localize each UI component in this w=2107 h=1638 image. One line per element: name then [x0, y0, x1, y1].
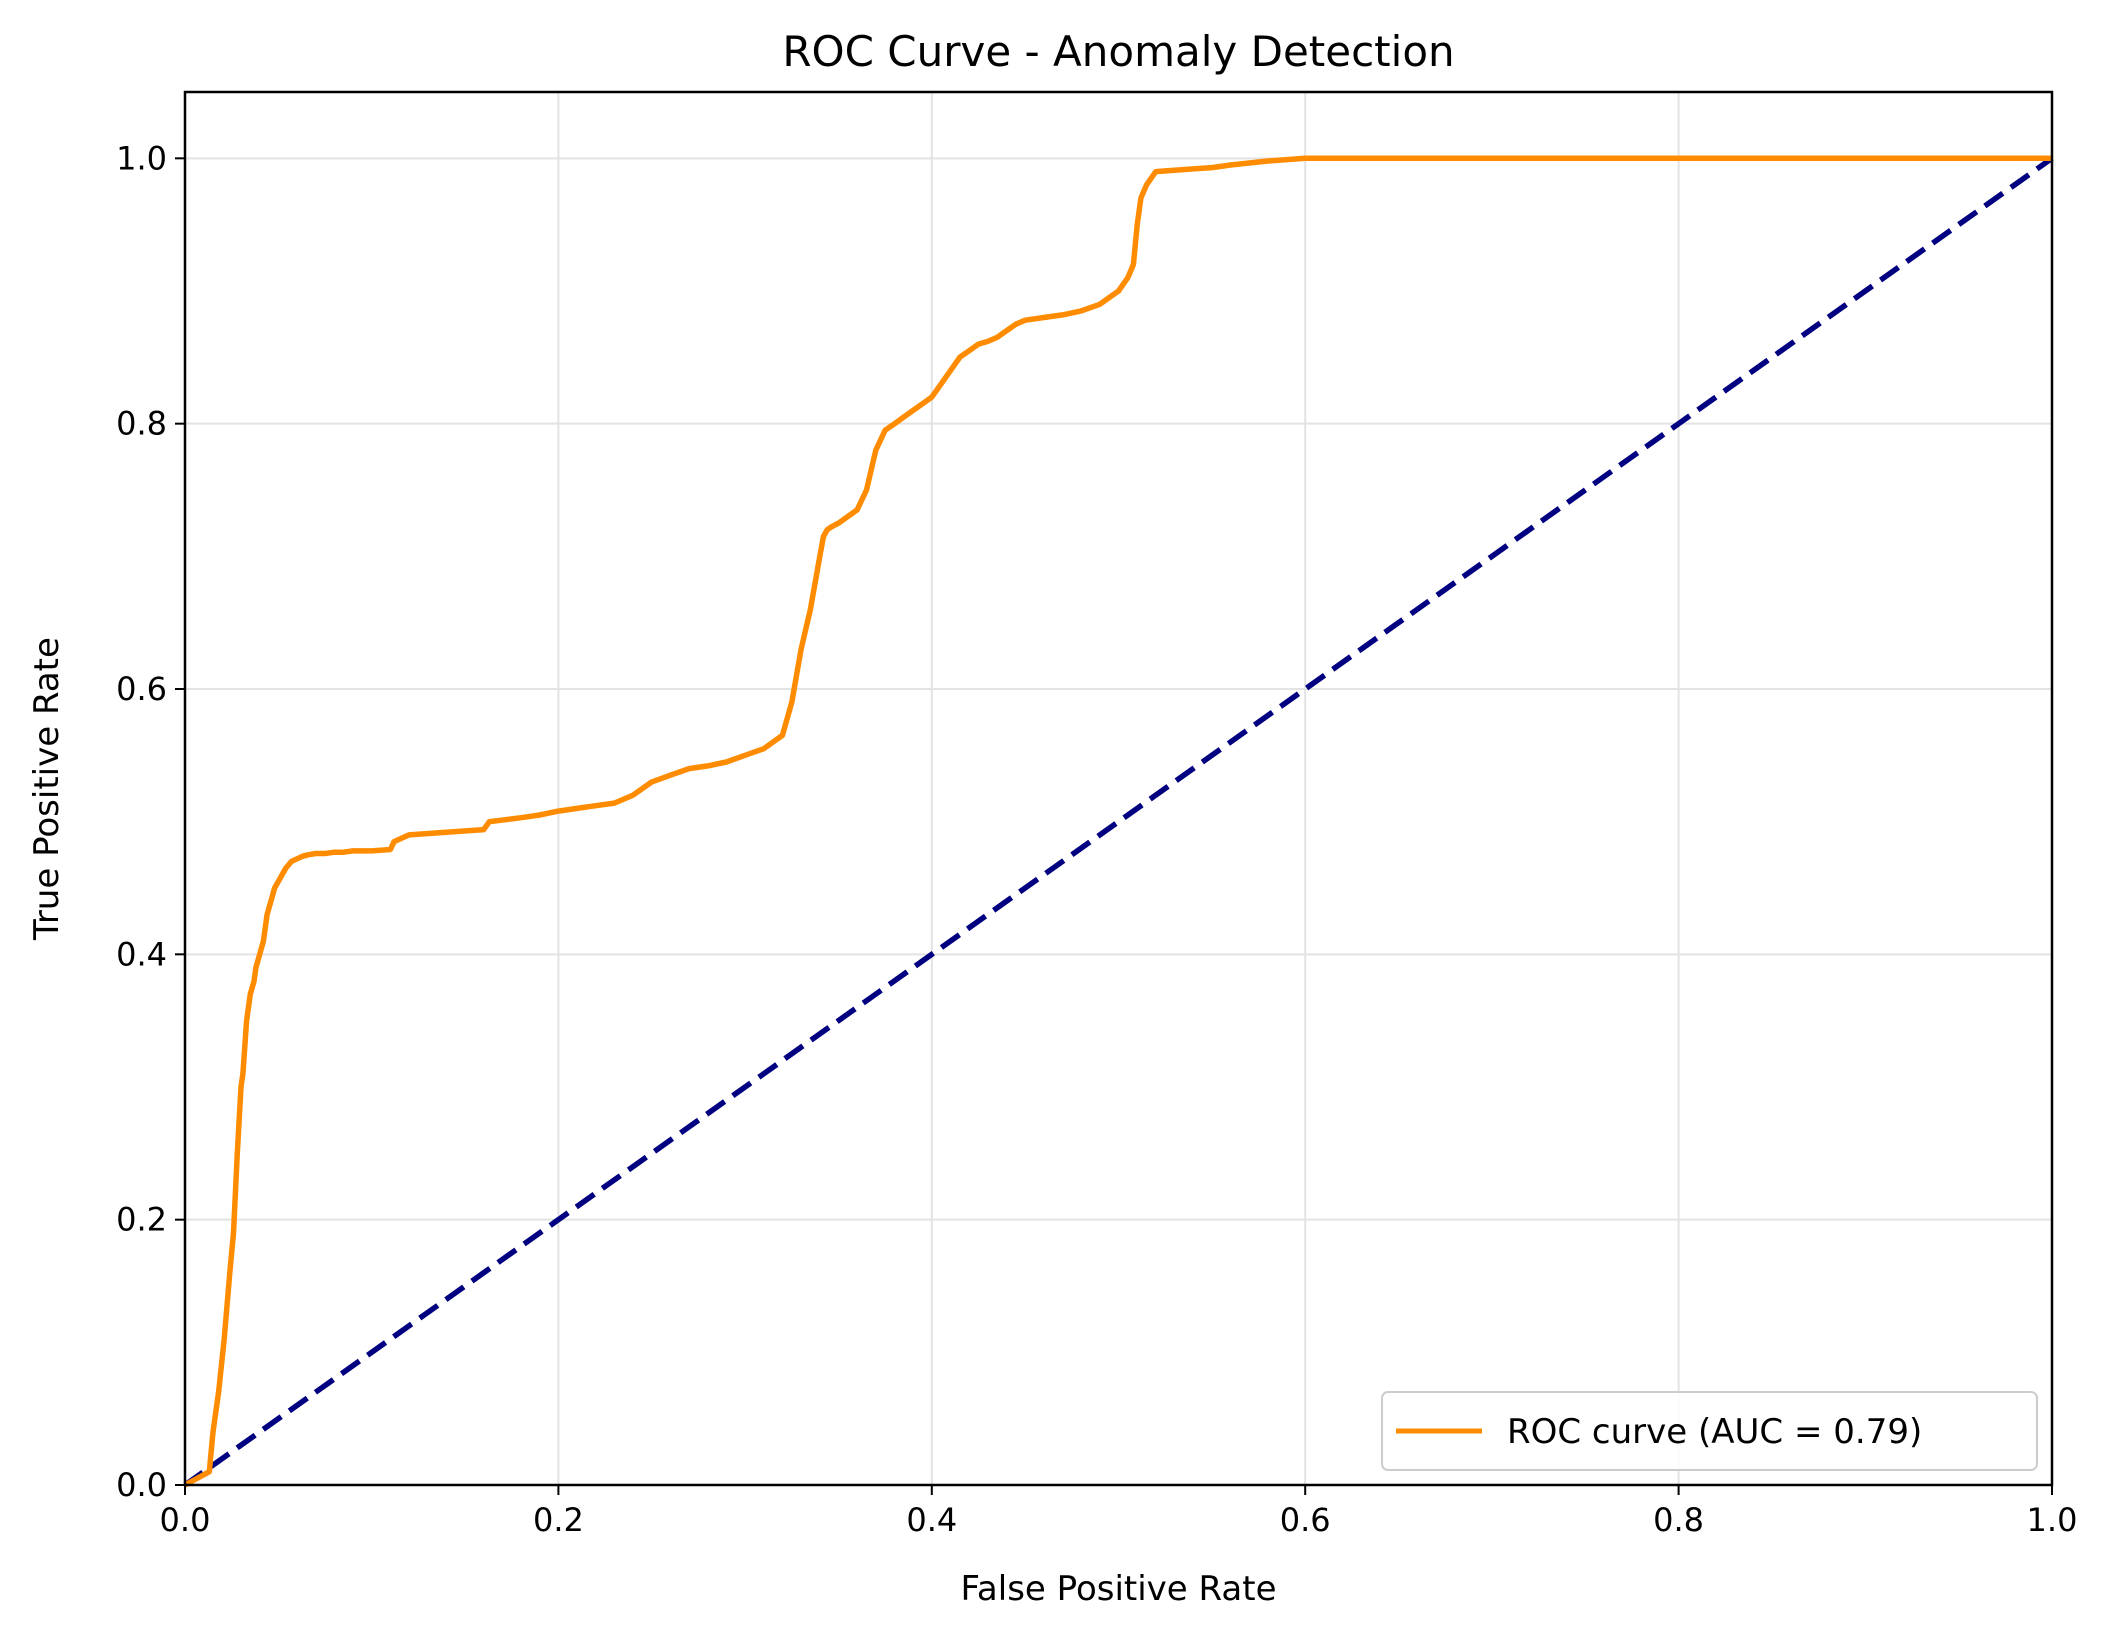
legend-box — [1381, 1391, 2038, 1471]
x-tick-label: 0.2 — [533, 1501, 584, 1539]
y-tick-label: 1.0 — [116, 139, 167, 177]
x-tick-label: 0.0 — [160, 1501, 211, 1539]
x-axis-label: False Positive Rate — [961, 1569, 1277, 1609]
plot-frame — [183, 90, 2054, 1487]
legend-label-roc: ROC curve (AUC = 0.79) — [1507, 1412, 1922, 1452]
diagonal-reference-line — [183, 156, 2054, 1488]
x-tick-label: 0.4 — [906, 1501, 957, 1539]
x-tick-label: 1.0 — [2027, 1501, 2078, 1539]
y-axis-ticks: 0.0 0.2 0.4 0.6 0.8 1.0 — [116, 139, 185, 1504]
y-tick-label: 0.6 — [116, 670, 167, 708]
y-tick-label: 0.2 — [116, 1201, 167, 1239]
y-axis-label: True Positive Rate — [27, 637, 67, 941]
grid — [184, 92, 2053, 1486]
y-tick-label: 0.4 — [116, 935, 167, 973]
series-layer — [183, 155, 2054, 1488]
x-axis-ticks: 0.0 0.2 0.4 0.6 0.8 1.0 — [160, 1485, 2078, 1539]
x-tick-label: 0.6 — [1280, 1501, 1331, 1539]
y-tick-label: 0.8 — [116, 405, 167, 443]
chart-title: ROC Curve - Anomaly Detection — [782, 27, 1454, 76]
legend: ROC curve (AUC = 0.79) — [1381, 1391, 2038, 1471]
y-tick-label: 0.0 — [116, 1466, 167, 1504]
roc-curve-line — [183, 155, 2052, 1488]
x-tick-label: 0.8 — [1653, 1501, 1704, 1539]
